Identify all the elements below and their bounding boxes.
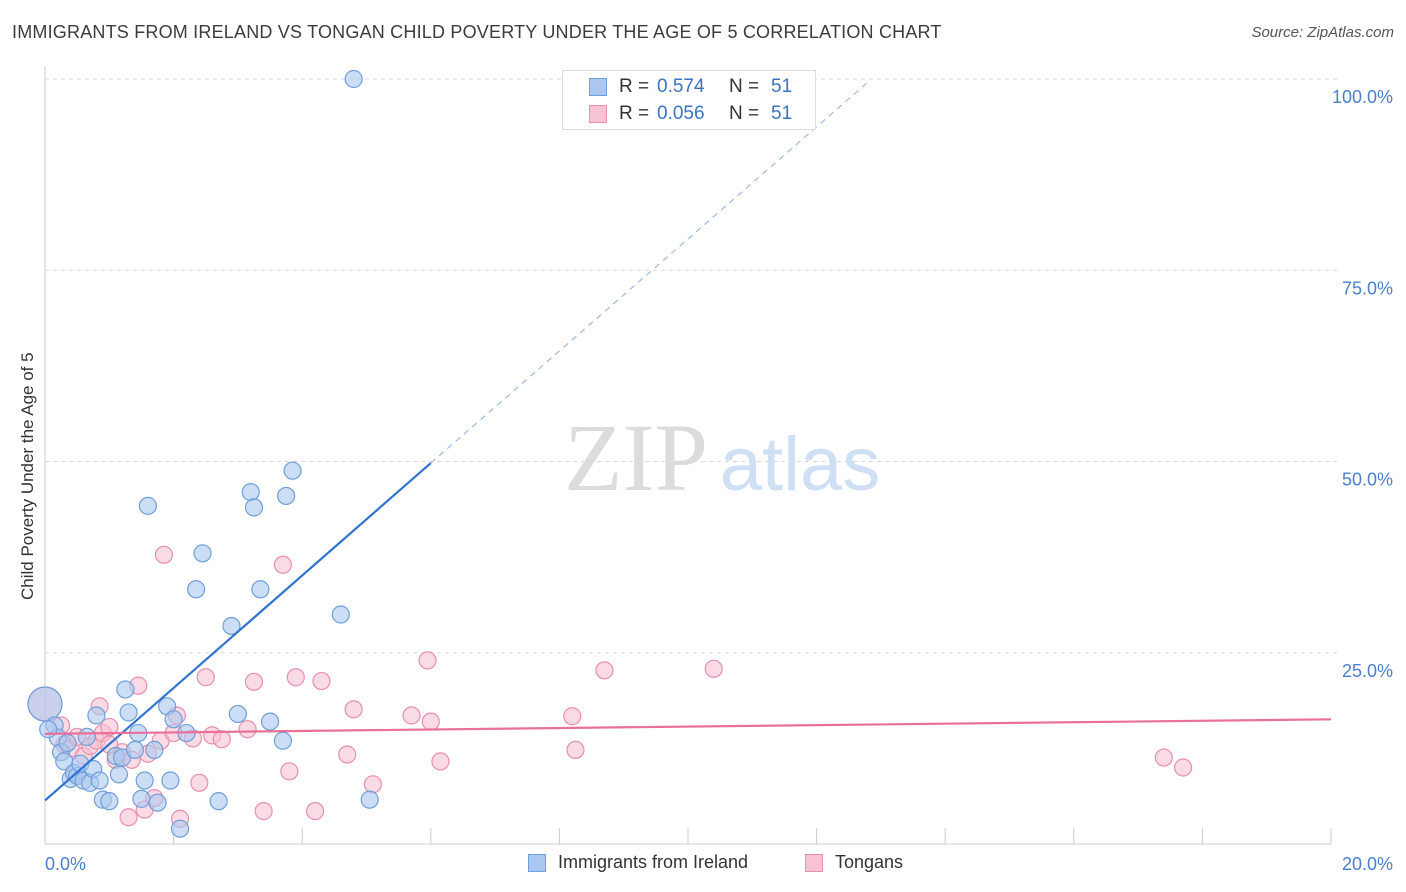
y-tick-label: 50.0% xyxy=(1342,470,1393,490)
r-value: 0.056 xyxy=(657,103,705,124)
tongans-point xyxy=(254,802,273,821)
ireland-point xyxy=(145,740,164,760)
ireland-point xyxy=(135,771,154,790)
tongans-point xyxy=(431,752,450,771)
r-value: 0.574 xyxy=(657,76,705,97)
ireland-point xyxy=(251,580,270,599)
watermark-zip: ZIP xyxy=(564,404,708,511)
ireland-point xyxy=(119,703,138,722)
ireland-point xyxy=(228,704,247,724)
tongans-point xyxy=(154,545,174,564)
ireland-point xyxy=(244,498,264,517)
tongans-point xyxy=(418,651,437,670)
stats-row-tongans: R = 0.056 N = 51 xyxy=(563,101,792,127)
tongans-point xyxy=(238,720,257,739)
tongans-point xyxy=(280,762,299,781)
y-tick-label: 75.0% xyxy=(1342,278,1393,298)
n-value: 51 xyxy=(771,103,793,124)
r-label: R = xyxy=(619,103,650,124)
tongans-point xyxy=(344,700,363,719)
watermark: ZIP atlas xyxy=(564,404,880,511)
ireland-point xyxy=(100,792,119,811)
ireland-point xyxy=(58,733,77,753)
ireland-point xyxy=(344,69,363,89)
ireland-point xyxy=(331,605,350,624)
ireland-point xyxy=(109,765,129,784)
gridlines xyxy=(45,78,1341,654)
ireland-point xyxy=(132,789,151,808)
ireland-legend-icon xyxy=(528,853,546,872)
ireland-point xyxy=(138,496,157,515)
stats-row-ireland: R = 0.574 N = 51 xyxy=(563,74,792,100)
watermark-atlas: atlas xyxy=(720,422,881,507)
ireland-trend-line xyxy=(44,462,432,802)
tongans-point xyxy=(286,668,305,687)
ireland-point xyxy=(193,544,212,563)
ireland-point xyxy=(209,792,228,811)
tongans-point xyxy=(402,706,421,725)
tongans-point xyxy=(212,730,231,749)
legend-item-tongans[interactable]: Tongans xyxy=(805,852,903,873)
trend-lines xyxy=(44,81,1332,802)
ireland-point xyxy=(116,680,135,699)
ireland-swatch-icon xyxy=(589,78,607,96)
ireland-point xyxy=(161,771,180,790)
tongans-point xyxy=(119,808,138,827)
legend-item-ireland[interactable]: Immigrants from Ireland xyxy=(528,852,748,873)
ireland-point xyxy=(283,461,302,480)
tongans-point xyxy=(338,745,357,764)
ireland-trend-extension xyxy=(430,81,869,464)
stats-box: R = 0.574 N = 51 R = 0.056 N = 51 xyxy=(562,70,816,130)
tongans-point xyxy=(704,659,723,678)
x-tick-label: 0.0% xyxy=(45,854,86,874)
ireland-point xyxy=(164,710,183,729)
tongans-point xyxy=(566,740,585,760)
tongans-point xyxy=(244,672,264,691)
ireland-point xyxy=(170,819,190,838)
tick-labels: 25.0% 50.0% 75.0% 100.0% 0.0% 20.0% xyxy=(45,87,1393,874)
y-tick-label: 100.0% xyxy=(1332,87,1393,107)
ireland-point xyxy=(39,720,58,739)
ireland-point xyxy=(241,483,260,502)
tongans-point xyxy=(1154,748,1173,767)
x-tick-label: 20.0% xyxy=(1342,854,1393,874)
tongans-point xyxy=(273,555,293,574)
ireland-point xyxy=(360,790,379,809)
tongans-point xyxy=(421,712,440,731)
ireland-point xyxy=(187,580,206,599)
tongans-point xyxy=(595,661,614,680)
ireland-point xyxy=(148,793,167,812)
n-label: N = xyxy=(729,76,760,97)
ireland-point xyxy=(273,731,293,750)
legend-label: Immigrants from Ireland xyxy=(558,852,749,872)
source-label: Source: ZipAtlas.com xyxy=(1251,24,1394,41)
legend-label: Tongans xyxy=(835,852,904,872)
y-axis-label: Child Poverty Under the Age of 5 xyxy=(18,352,37,600)
ireland-point xyxy=(90,771,109,790)
chart-title: IMMIGRANTS FROM IRELAND VS TONGAN CHILD … xyxy=(12,22,942,42)
ireland-point xyxy=(260,712,280,731)
tongans-point xyxy=(363,775,383,794)
y-tick-label: 25.0% xyxy=(1342,661,1393,681)
ireland-point xyxy=(125,740,145,760)
ireland-point xyxy=(222,616,241,636)
tongans-point xyxy=(312,671,331,691)
tongans-point xyxy=(1174,758,1193,777)
ireland-point xyxy=(87,706,106,725)
r-label: R = xyxy=(619,76,650,97)
tongans-point xyxy=(190,773,209,792)
n-value: 51 xyxy=(771,76,793,97)
ireland-point xyxy=(77,727,96,747)
ireland-point xyxy=(277,486,296,506)
tongans-point xyxy=(196,668,215,687)
tongans-point xyxy=(305,802,325,821)
n-label: N = xyxy=(729,103,760,124)
tongans-swatch-icon xyxy=(589,105,607,123)
tongans-point xyxy=(563,707,582,726)
ireland-point xyxy=(27,686,63,722)
tongans-trend-line xyxy=(44,718,1332,735)
tongans-legend-icon xyxy=(805,853,823,872)
series-ireland xyxy=(27,69,379,838)
